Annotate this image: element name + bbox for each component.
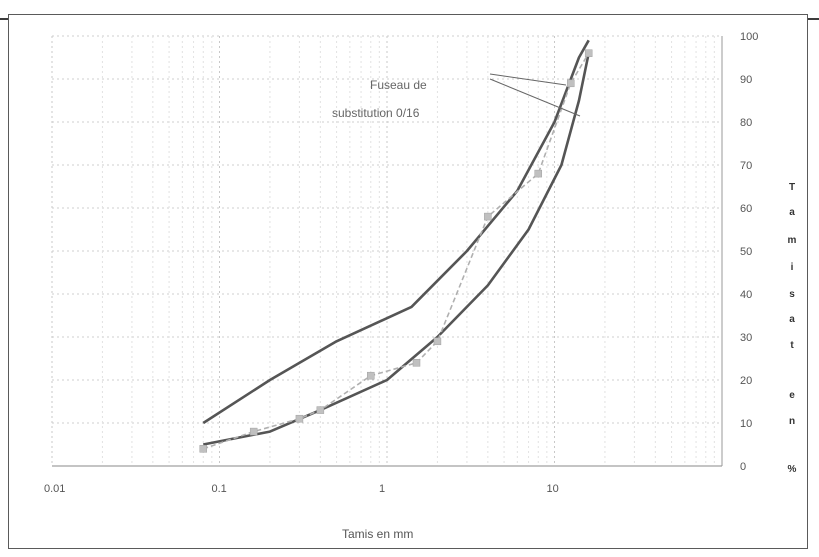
x-axis-label: Tamis en mm — [342, 527, 413, 541]
y-label-char: a — [789, 207, 795, 218]
upper-envelope-line — [203, 40, 588, 423]
y-tick-label: 40 — [740, 289, 752, 301]
sample-point — [413, 359, 420, 366]
annotation-line-2: substitution 0/16 — [332, 106, 420, 120]
y-tick-label: 30 — [740, 332, 752, 344]
y-axis-label-vertical: Ta m i s a t e n% — [788, 182, 797, 475]
annotation-group: Fuseau de substitution 0/16 — [332, 74, 580, 120]
y-tick-label: 10 — [740, 418, 752, 430]
x-tick-label: 1 — [379, 483, 385, 495]
series-group — [200, 40, 592, 452]
y-label-char: T — [789, 182, 795, 193]
y-tick-label: 80 — [740, 117, 752, 129]
sample-point — [200, 445, 207, 452]
sample-point — [296, 415, 303, 422]
x-tick-label: 10 — [547, 483, 559, 495]
y-tick-label: 50 — [740, 246, 752, 258]
y-label-char: m — [788, 235, 797, 246]
sample-point — [585, 50, 592, 57]
y-label-char: a — [789, 314, 795, 325]
y-label-char: % — [788, 464, 797, 475]
x-tick-labels: 0.01 0.1 1 10 — [44, 483, 559, 495]
x-tick-label: 0.1 — [212, 483, 227, 495]
y-tick-label: 90 — [740, 74, 752, 86]
y-label-char: t — [790, 340, 794, 351]
y-label-char: s — [789, 289, 795, 300]
annotation-arrow-2 — [490, 79, 580, 116]
sample-point — [535, 170, 542, 177]
y-label-char: e — [789, 390, 795, 401]
sample-point — [367, 372, 374, 379]
sample-point — [250, 428, 257, 435]
y-tick-labels: 0 10 20 30 40 50 60 70 80 90 100 — [740, 31, 758, 473]
y-label-char: i — [791, 262, 794, 273]
y-tick-label: 20 — [740, 375, 752, 387]
y-tick-label: 70 — [740, 160, 752, 172]
y-tick-label: 60 — [740, 203, 752, 215]
sample-point — [317, 407, 324, 414]
annotation-line-1: Fuseau de — [370, 78, 427, 92]
y-tick-label: 100 — [740, 31, 758, 43]
sample-point — [434, 338, 441, 345]
y-label-char: n — [789, 416, 795, 427]
grid — [52, 36, 722, 466]
sample-point — [567, 80, 574, 87]
x-tick-label: 0.01 — [44, 483, 65, 495]
y-tick-label: 0 — [740, 461, 746, 473]
sample-point — [484, 213, 491, 220]
